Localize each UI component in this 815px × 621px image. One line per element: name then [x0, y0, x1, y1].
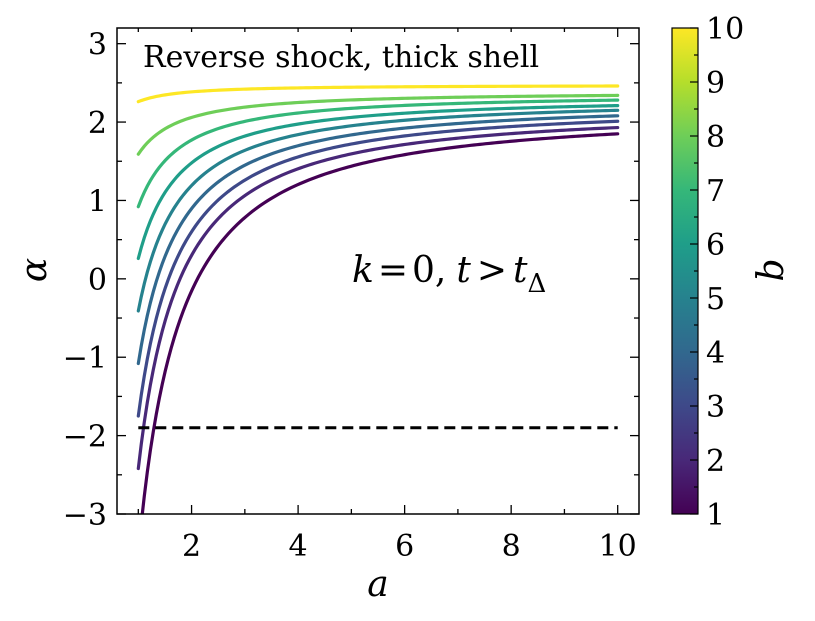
annotation-box — [131, 32, 611, 84]
colorbar — [671, 27, 699, 515]
colorbar-tick-label: 5 — [706, 282, 725, 317]
colorbar-tick-label: 8 — [706, 120, 725, 155]
colorbar-tick-label: 7 — [706, 174, 725, 209]
series-line-b-7 — [136, 98, 620, 209]
y-tick-label: −2 — [63, 420, 107, 455]
series-line-b-8 — [136, 93, 620, 156]
y-tick-label: 2 — [88, 106, 107, 141]
x-axis-label: a — [367, 564, 388, 605]
series-layer — [136, 84, 620, 514]
series-line-b-1 — [140, 132, 620, 514]
x-tick-label: 6 — [395, 529, 414, 564]
series-line-b-5 — [136, 108, 620, 313]
x-tick-label: 4 — [289, 529, 308, 564]
x-tick-label: 2 — [182, 529, 201, 564]
colorbar-ticks: 1 2 3 4 5 6 7 8 9 10 — [690, 12, 744, 533]
colorbar-tick-label: 6 — [706, 228, 725, 263]
y-tick-label: −1 — [63, 341, 107, 376]
colorbar-tick-label: 10 — [706, 12, 744, 47]
series-line-b-10 — [136, 84, 620, 104]
x-tick-label: 10 — [599, 529, 637, 564]
y-ticks: −3 −2 −1 0 1 2 3 — [63, 28, 639, 533]
annotation-condition: k = 0, t > tΔ — [352, 250, 546, 299]
x-ticks: 2 4 6 8 10 — [137, 28, 637, 564]
colorbar-tick-label: 1 — [706, 498, 725, 533]
colorbar-tick-label: 9 — [706, 66, 725, 101]
y-axis-label: α — [14, 258, 55, 282]
y-tick-label: 0 — [88, 263, 107, 298]
series-line-b-6 — [136, 104, 620, 261]
series-line-b-4 — [136, 114, 620, 366]
colorbar-label: b — [751, 258, 792, 281]
colorbar-tick-label: 4 — [706, 336, 725, 371]
plot-frame — [116, 27, 640, 515]
x-tick-label: 8 — [502, 529, 521, 564]
y-tick-label: 3 — [88, 28, 107, 63]
series-line-b-2 — [136, 125, 620, 471]
y-tick-label: 1 — [88, 184, 107, 219]
colorbar-tick-label: 2 — [706, 444, 725, 479]
series-line-b-3 — [136, 119, 620, 418]
y-tick-label: −3 — [63, 498, 107, 533]
annotation-title: Reverse shock, thick shell — [143, 40, 539, 75]
colorbar-tick-label: 3 — [706, 390, 725, 425]
